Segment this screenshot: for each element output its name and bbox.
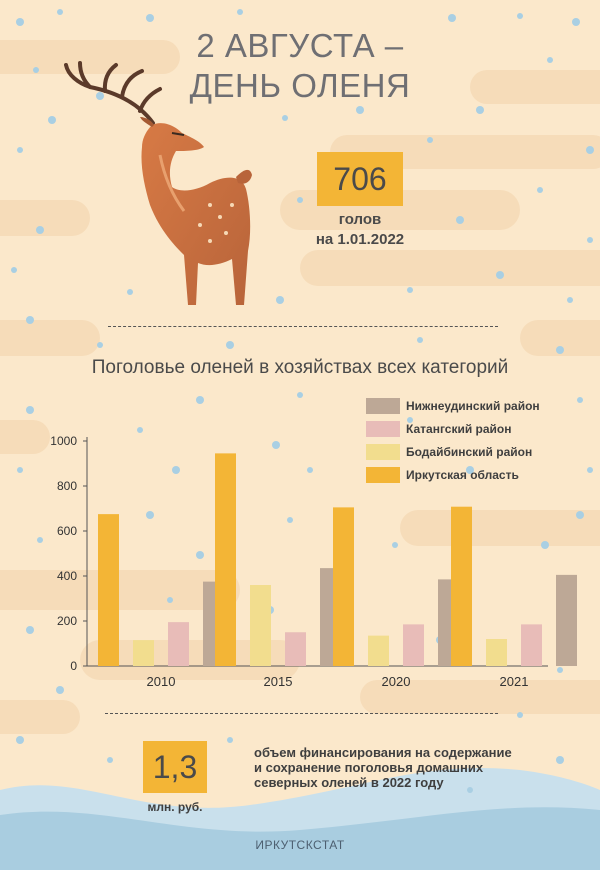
- bar-2020-3: [403, 624, 424, 666]
- bar-2010-2: [133, 640, 154, 666]
- y-tick-label: 0: [70, 659, 77, 673]
- x-tick-label: 2020: [382, 674, 411, 689]
- legend-swatch: [366, 467, 400, 483]
- deer-icon: [64, 61, 252, 305]
- divider: [108, 326, 498, 327]
- bar-2010-1: [98, 514, 119, 666]
- headcount-caption-line-1: голов: [338, 211, 382, 228]
- chart-legend: Нижнеудинский район Катангский район Бодай…: [366, 398, 540, 483]
- funding-unit: млн. руб.: [147, 800, 203, 814]
- chart-title: Поголовье оленей в хозяйствах всех катег…: [91, 357, 509, 378]
- snow-dots: [11, 9, 594, 793]
- headcount-caption-line-2: на 1.01.2022: [315, 231, 405, 248]
- bar-2010-3: [168, 622, 189, 666]
- y-tick-label: 800: [57, 479, 77, 493]
- chart-bars: [98, 453, 577, 666]
- y-tick-label: 600: [57, 524, 77, 538]
- bar-2021-4: [556, 574, 577, 666]
- legend-swatch: [366, 421, 400, 437]
- y-tick-label: 200: [57, 614, 77, 628]
- y-tick-label: 1000: [50, 434, 77, 448]
- bar-chart: Нижнеудинский район Катангский район Бодай…: [50, 398, 577, 689]
- funding-text-line-3: северных оленей в 2022 году: [254, 775, 444, 790]
- x-tick-label: 2021: [500, 674, 529, 689]
- x-tick-label: 2010: [147, 674, 176, 689]
- bar-2020-1: [333, 507, 354, 666]
- legend-label: Катангский район: [406, 422, 512, 436]
- bar-2021-1: [451, 506, 472, 666]
- bar-2015-1: [215, 453, 236, 666]
- bar-2015-2: [250, 585, 271, 666]
- source-label: ИРКУТСКСТАТ: [255, 838, 345, 852]
- legend-label: Бодайбинский район: [406, 445, 532, 459]
- legend-label: Нижнеудинский район: [406, 399, 540, 413]
- title-line-1: 2 АВГУСТА –: [196, 27, 404, 64]
- headcount-badge: 706: [317, 152, 403, 206]
- bar-2021-2: [486, 639, 507, 666]
- title-line-2: ДЕНЬ ОЛЕНЯ: [189, 67, 411, 104]
- chart-x-labels: 2010 2015 2020 2021: [147, 674, 529, 689]
- funding-description: объем финансирования на содержание и сох…: [254, 745, 554, 790]
- funding-badge: 1,3: [143, 741, 207, 793]
- bar-2015-3: [285, 632, 306, 666]
- legend-label: Иркутская область: [406, 468, 519, 482]
- funding-text-line-1: объем финансирования на содержание: [254, 745, 512, 760]
- funding-text-line-2: и сохранение поголовья домашних: [254, 760, 484, 775]
- x-tick-label: 2015: [264, 674, 293, 689]
- y-tick-label: 400: [57, 569, 77, 583]
- page-title: 2 АВГУСТА – ДЕНЬ ОЛЕНЯ: [0, 26, 600, 106]
- bar-2020-2: [368, 635, 389, 666]
- bar-2021-3: [521, 624, 542, 666]
- legend-swatch: [366, 398, 400, 414]
- headcount-caption: голов на 1.01.2022: [300, 210, 420, 250]
- divider: [105, 713, 498, 714]
- chart-axes: 0 200 400 600 800 1000: [50, 434, 548, 673]
- legend-swatch: [366, 444, 400, 460]
